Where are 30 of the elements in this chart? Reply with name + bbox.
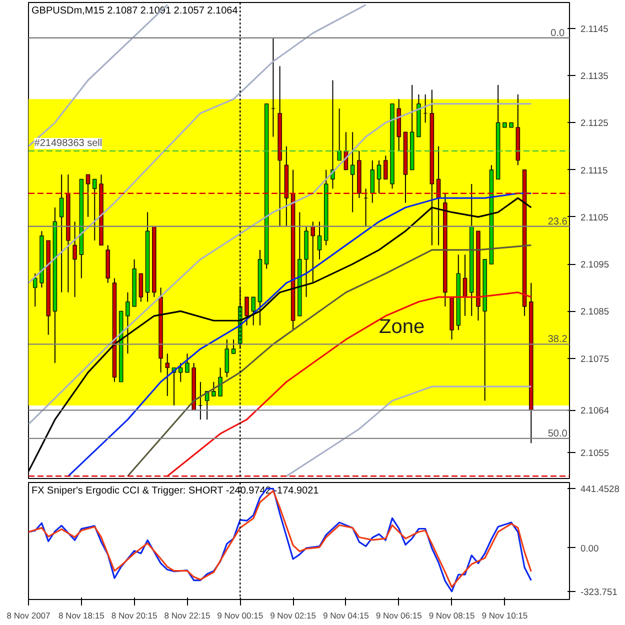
annotation: 50.0 (548, 428, 568, 440)
y-tick-label: 2.1125 (580, 118, 608, 128)
x-tick-label: 8 Nov 2007 (6, 610, 51, 620)
x-tick-label: 8 Nov 22:15 (164, 610, 210, 620)
x-tick-label: 9 Nov 10:15 (482, 610, 528, 620)
x-tick-label: 9 Nov 06:15 (376, 610, 422, 620)
band-label: Zone (378, 316, 425, 338)
y-tick-label: 2.1075 (580, 354, 610, 364)
annotation: #21498363 sell (34, 138, 102, 149)
y-tick-label: -323.751 (580, 587, 618, 598)
y-tick-label: 2.1145 (580, 24, 608, 34)
chart-title: GBPUSDm,M15 2.1087 2.1091 2.1057 2.1064 (32, 6, 238, 16)
x-tick-label: 8 Nov 18:15 (58, 610, 105, 620)
ref-line-label: 2.1064 (580, 406, 610, 416)
x-tick-label: 9 Nov 02:15 (270, 610, 316, 620)
y-tick-label: 2.1115 (580, 165, 608, 176)
x-tick-label: 8 Nov 20:15 (111, 610, 158, 620)
annotation: 38.2 (548, 334, 568, 346)
annotation: 0.0 (550, 28, 565, 39)
x-tick-label: 9 Nov 04:15 (322, 610, 370, 620)
y-tick-label: 2.1105 (580, 212, 608, 222)
annotation: 23.6 (548, 216, 568, 228)
y-tick-label: 2.1085 (580, 306, 610, 317)
x-tick-label: 9 Nov 00:15 (217, 610, 264, 620)
y-tick-label: 2.1095 (580, 260, 610, 270)
x-tick-label: 9 Nov 08:15 (428, 610, 475, 620)
y-tick-label: 0.00 (580, 543, 599, 554)
y-tick-label: 2.1135 (580, 71, 608, 82)
y-tick-label: 2.1055 (580, 448, 610, 458)
y-tick-label: 441.4528 (580, 484, 620, 494)
